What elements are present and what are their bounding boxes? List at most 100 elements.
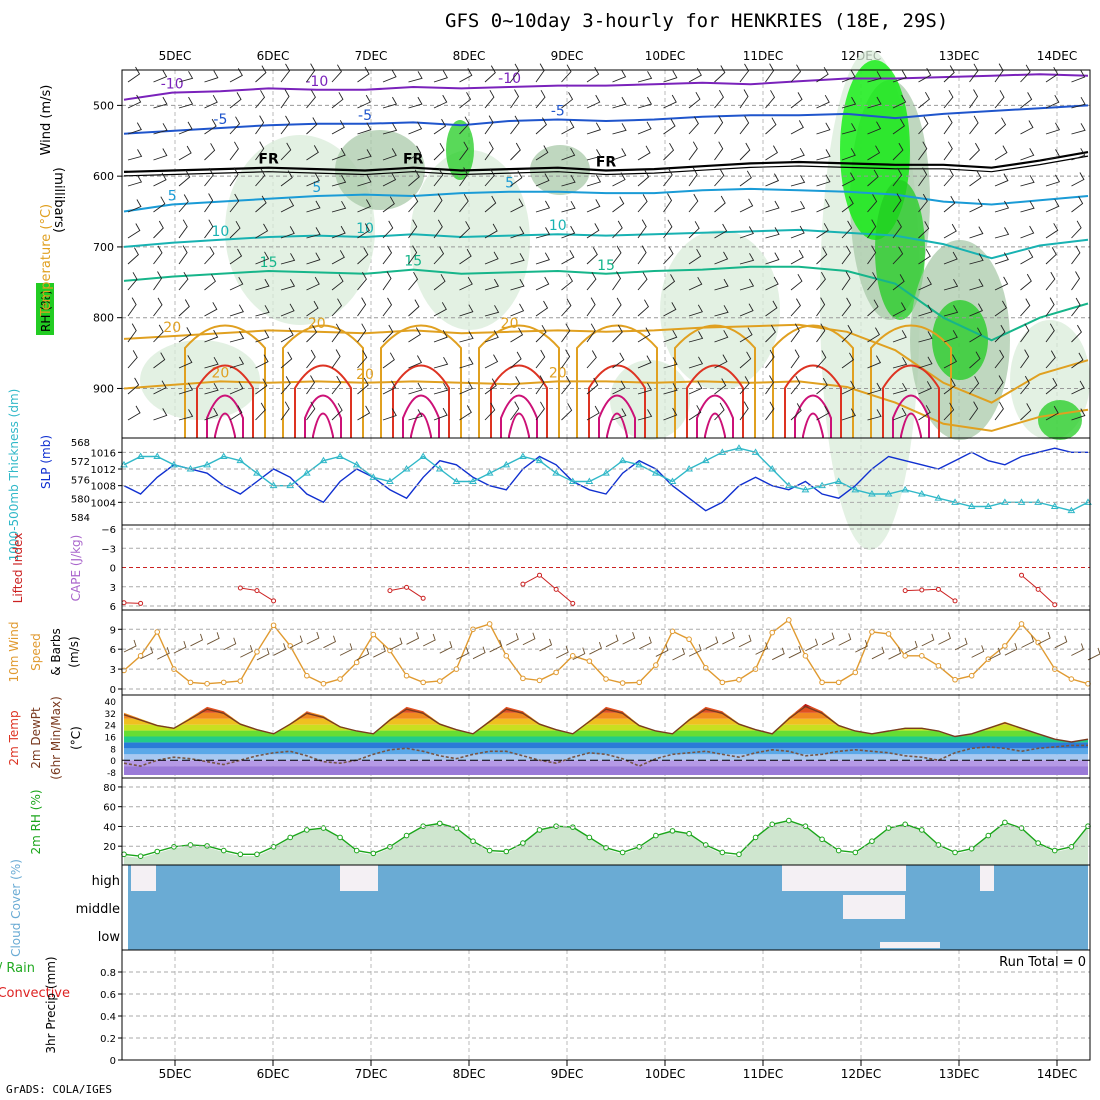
wind-barb <box>969 401 979 421</box>
wind-barb <box>841 380 856 395</box>
wind-barb <box>612 123 627 135</box>
rh2m-marker <box>520 840 526 846</box>
wind-barb <box>1071 220 1082 239</box>
wind-barb <box>994 90 1005 109</box>
temp-band <box>124 736 1088 743</box>
wind-barb <box>1045 199 1060 213</box>
wind-speed-marker <box>619 680 626 686</box>
wind10m-barb <box>389 637 403 651</box>
wind-barb <box>331 64 342 83</box>
wind-speed-marker <box>852 669 859 676</box>
wind-barb <box>714 330 729 343</box>
wind10m-barb <box>688 644 702 657</box>
wind-barb <box>892 118 905 135</box>
wind-barb <box>969 142 980 161</box>
wind-barb <box>765 227 780 239</box>
thickness-tick-label: 580 <box>71 494 90 505</box>
wind-barb <box>663 167 673 187</box>
wind-barb <box>561 323 571 343</box>
lifted-index-marker <box>520 581 526 587</box>
wind10m-barb <box>439 641 453 654</box>
wind-barb <box>765 145 779 161</box>
wind10m-barb <box>821 632 835 646</box>
wind-barb <box>612 196 625 213</box>
wind-barb <box>739 226 754 239</box>
wind-barb <box>637 245 647 265</box>
wind-barb <box>280 376 291 395</box>
wind10m-axis-label-speed: Speed <box>29 633 43 671</box>
rh2m-marker <box>137 853 144 859</box>
rh2m-marker <box>503 848 510 855</box>
wind-barb <box>229 331 245 343</box>
wind-speed-marker <box>536 677 543 684</box>
wind-barb <box>255 251 270 265</box>
wind-barb <box>153 220 164 239</box>
wind-speed-marker <box>1002 643 1008 649</box>
wind-speed-marker <box>204 680 210 687</box>
wind-barb <box>127 297 137 317</box>
wind-barb <box>535 145 549 161</box>
wind-barb <box>765 90 776 109</box>
lifted-index-marker <box>404 584 410 590</box>
wind10m-barb <box>206 632 220 645</box>
wind10m-barb <box>971 645 985 658</box>
value-tick-label: 1016 <box>91 448 116 459</box>
isotherm-line <box>123 187 1089 213</box>
wind-barb <box>229 141 239 161</box>
wind-barb <box>816 94 830 109</box>
thickness-marker <box>735 444 743 451</box>
wind-barb <box>484 89 495 109</box>
wind-barb <box>688 356 704 369</box>
wind-barb <box>867 409 882 421</box>
wind-barb <box>510 351 522 369</box>
rh-shading <box>446 120 474 180</box>
wind-barb <box>204 382 219 395</box>
cloud-clear-gap <box>880 942 940 948</box>
wind-speed-marker <box>769 629 776 636</box>
wind-barb <box>229 248 243 265</box>
minmax-axis-label: (6hr Min/Max) <box>49 696 63 780</box>
wind-barb <box>357 247 369 265</box>
bottom-day-label: 10DEC <box>645 1067 685 1081</box>
wind-barb <box>306 117 318 135</box>
rh2m-marker <box>270 844 277 850</box>
wind-barb <box>510 253 525 265</box>
wind-barb <box>535 173 550 187</box>
wind-barb <box>867 169 879 187</box>
wind-barb <box>663 94 677 109</box>
value-tick-label: 1012 <box>91 465 116 476</box>
wind-barb <box>535 89 546 109</box>
wind-barb <box>357 350 368 369</box>
value-tick-label: 3 <box>110 665 116 676</box>
wind-barb <box>433 407 448 421</box>
wind-barb <box>382 245 393 265</box>
wind-barb <box>484 402 496 421</box>
thickness-marker <box>884 490 893 497</box>
wind-speed-marker <box>952 676 958 683</box>
wind-barb <box>331 375 342 395</box>
wind10m-barb <box>805 638 818 652</box>
value-tick-label: 16 <box>105 734 117 744</box>
rh2m-marker <box>453 825 460 831</box>
isotherm-label: FR <box>258 152 279 168</box>
wind-barb <box>1071 123 1086 135</box>
wind-barb <box>204 329 219 343</box>
wind-barb <box>969 253 984 265</box>
pressure-tick-label: 500 <box>93 99 114 112</box>
thickness-marker <box>635 460 644 468</box>
wind-barb <box>178 71 194 83</box>
value-tick-label: 0 <box>110 564 116 575</box>
wind-barb <box>178 145 192 161</box>
wind-barb <box>739 89 749 109</box>
lifted-index-marker <box>420 595 426 601</box>
wind-barb <box>918 331 933 343</box>
wind-barb <box>357 223 370 239</box>
wind-barb <box>255 378 268 395</box>
wind-speed-marker <box>885 631 892 637</box>
wind-barb <box>586 247 598 265</box>
surface-isotherm <box>304 394 342 438</box>
wind-barb <box>867 355 882 369</box>
surface-isotherm <box>196 364 254 438</box>
wind-barb <box>331 274 344 291</box>
wind-barb <box>867 245 877 265</box>
